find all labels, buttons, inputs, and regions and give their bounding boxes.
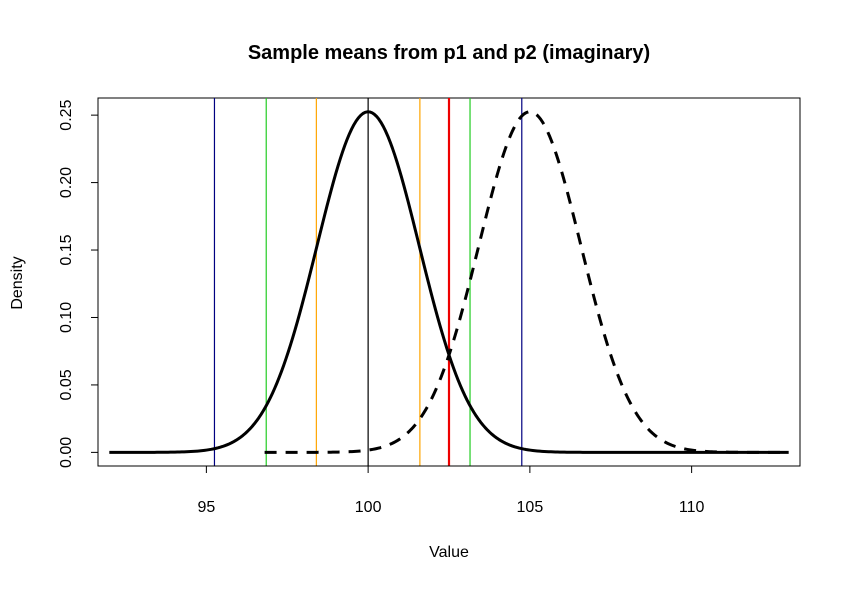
- x-axis-label: Value: [429, 544, 469, 561]
- y-tick-label-3: 0.15: [58, 234, 75, 265]
- y-axis: 0.00 0.05 0.10 0.15 0.20 0.25: [58, 99, 99, 468]
- y-tick-label-1: 0.05: [58, 369, 75, 400]
- x-tick-label-2: 105: [517, 499, 544, 516]
- x-tick-label-3: 110: [679, 499, 705, 516]
- y-tick-label-0: 0.00: [58, 437, 75, 468]
- x-axis: 95 100 105 110: [197, 465, 705, 516]
- density-curve-1: [264, 110, 789, 454]
- y-tick-label-5: 0.25: [58, 99, 75, 130]
- y-axis-label: Density: [9, 256, 26, 309]
- vertical-lines-group: [213, 98, 523, 466]
- density-curves-group: [109, 110, 789, 454]
- y-tick-label-2: 0.10: [58, 302, 75, 333]
- chart-title: Sample means from p1 and p2 (imaginary): [248, 42, 650, 64]
- x-tick-label-1: 100: [355, 499, 382, 516]
- y-tick-label-4: 0.20: [58, 167, 75, 198]
- x-tick-label-0: 95: [197, 499, 215, 516]
